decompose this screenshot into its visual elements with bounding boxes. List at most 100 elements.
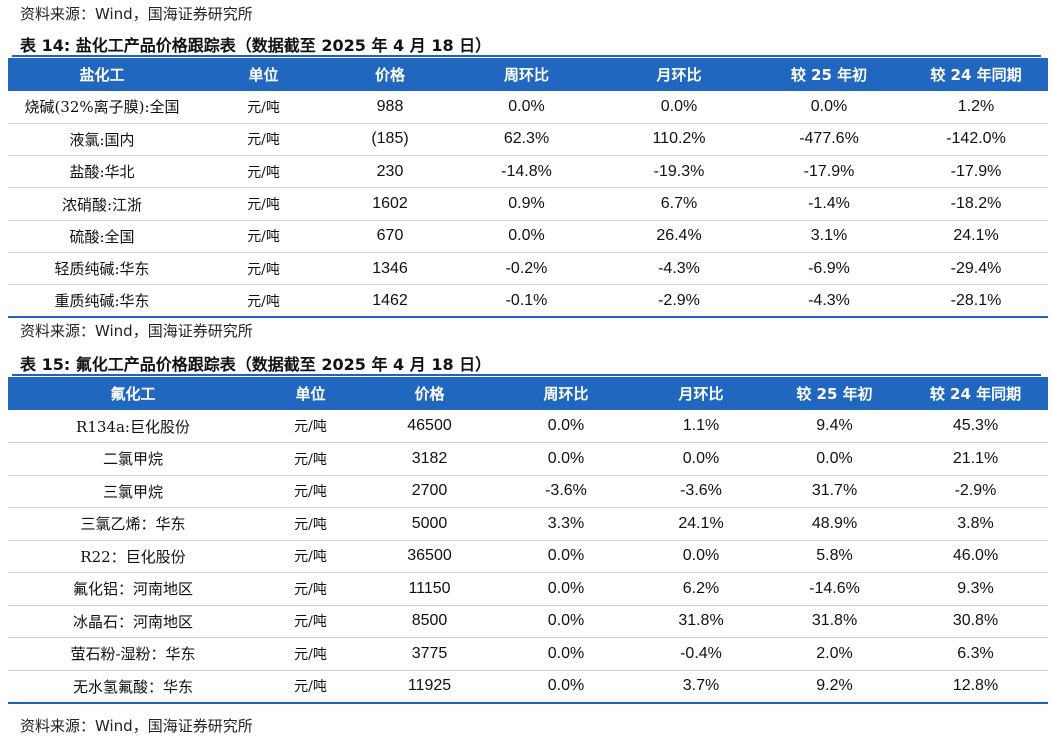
unit-cell: 元/吨 bbox=[258, 507, 363, 541]
value-cell: 1462 bbox=[331, 284, 449, 319]
value-cell: 0.0% bbox=[496, 605, 636, 638]
value-cell: 6.7% bbox=[604, 187, 754, 221]
value-cell: 0.0% bbox=[636, 540, 766, 573]
column-header: 较 25 年初 bbox=[796, 385, 873, 403]
value-cell: 3.3% bbox=[496, 507, 636, 541]
value-cell: 31.8% bbox=[636, 605, 766, 638]
value-cell: 3775 bbox=[363, 637, 496, 671]
table-row: 烧碱(32%离子膜):全国 元/吨 988 0.0% 0.0% 0.0% 1.2% bbox=[8, 91, 1048, 124]
table15-caption: 表 15: 氟化工产品价格跟踪表（数据截至 2025 年 4 月 18 日） bbox=[20, 355, 492, 374]
table-row: 氟化铝：河南地区 元/吨 11150 0.0% 6.2% -14.6% 9.3% bbox=[8, 572, 1048, 606]
product-name-cell: 氟化铝：河南地区 bbox=[8, 572, 258, 606]
unit-cell: 元/吨 bbox=[196, 123, 331, 157]
product-name-cell: 硫酸:全国 bbox=[8, 220, 196, 253]
product-name-cell: 液氯:国内 bbox=[8, 123, 196, 157]
unit-cell: 元/吨 bbox=[196, 252, 331, 286]
column-header: 单位 bbox=[248, 66, 279, 84]
unit-cell: 元/吨 bbox=[258, 410, 363, 443]
column-header: 月环比 bbox=[656, 66, 702, 84]
value-cell: 3.1% bbox=[754, 220, 904, 253]
value-cell: 11925 bbox=[363, 670, 496, 704]
table14-top-rule bbox=[12, 55, 1041, 57]
value-cell: 0.0% bbox=[449, 220, 604, 253]
fluorine-chemical-price-table: 氟化工 单位 价格 周环比 月环比 较 25 年初 较 24 年同期 R134a:巨化股份元… bbox=[8, 377, 1048, 704]
value-cell: 0.0% bbox=[496, 637, 636, 671]
value-cell: 48.9% bbox=[766, 507, 903, 541]
product-name-cell: 萤石粉-湿粉：华东 bbox=[8, 637, 258, 671]
product-name-cell: 冰晶石：河南地区 bbox=[8, 605, 258, 638]
table-row: 浓硝酸:江浙 元/吨 1602 0.9% 6.7% -1.4% -18.2% bbox=[8, 187, 1048, 221]
value-cell: 5000 bbox=[363, 507, 496, 541]
table-row: 盐酸:华北 元/吨 230 -14.8% -19.3% -17.9% -17.9% bbox=[8, 155, 1048, 189]
salt-chemical-price-table: 盐化工 单位 价格 周环比 月环比 较 25 年初 较 24 年同期 烧碱(32%离子膜):… bbox=[8, 58, 1048, 319]
product-name-cell: R22：巨化股份 bbox=[8, 540, 258, 573]
table-row: 轻质纯碱:华东 元/吨 1346 -0.2% -4.3% -6.9% -29.4% bbox=[8, 252, 1048, 286]
value-cell: 0.0% bbox=[496, 540, 636, 573]
value-cell: -14.6% bbox=[766, 572, 903, 606]
value-cell: 0.0% bbox=[754, 91, 904, 124]
value-cell: 5.8% bbox=[766, 540, 903, 573]
value-cell: -17.9% bbox=[904, 155, 1048, 189]
value-cell: 45.3% bbox=[903, 410, 1048, 443]
value-cell: 988 bbox=[331, 91, 449, 124]
value-cell: -18.2% bbox=[904, 187, 1048, 221]
value-cell: -0.2% bbox=[449, 252, 604, 286]
product-name-cell: 重质纯碱:华东 bbox=[8, 284, 196, 319]
value-cell: 12.8% bbox=[903, 670, 1048, 704]
value-cell: 21.1% bbox=[903, 442, 1048, 476]
value-cell: 36500 bbox=[363, 540, 496, 573]
value-cell: 0.0% bbox=[604, 91, 754, 124]
value-cell: 3.8% bbox=[903, 507, 1048, 541]
product-name-cell: 轻质纯碱:华东 bbox=[8, 252, 196, 286]
value-cell: 9.2% bbox=[766, 670, 903, 704]
value-cell: 0.0% bbox=[496, 442, 636, 476]
value-cell: -28.1% bbox=[904, 284, 1048, 319]
value-cell: -29.4% bbox=[904, 252, 1048, 286]
unit-cell: 元/吨 bbox=[258, 475, 363, 508]
unit-cell: 元/吨 bbox=[258, 637, 363, 671]
value-cell: 9.3% bbox=[903, 572, 1048, 606]
value-cell: -2.9% bbox=[903, 475, 1048, 508]
column-header: 较 24 年同期 bbox=[930, 66, 1022, 84]
value-cell: 1346 bbox=[331, 252, 449, 286]
value-cell: 30.8% bbox=[903, 605, 1048, 638]
table-row: 液氯:国内 元/吨 (185) 62.3% 110.2% -477.6% -142.0% bbox=[8, 123, 1048, 157]
product-name-cell: 无水氢氟酸：华东 bbox=[8, 670, 258, 704]
value-cell: 3.7% bbox=[636, 670, 766, 704]
table-row: 冰晶石：河南地区 元/吨 8500 0.0% 31.8% 31.8% 30.8% bbox=[8, 605, 1048, 638]
table-row: 三氯甲烷 元/吨 2700 -3.6% -3.6% 31.7% -2.9% bbox=[8, 475, 1048, 508]
value-cell: -0.4% bbox=[636, 637, 766, 671]
column-header: 盐化工 bbox=[79, 66, 125, 84]
product-name-cell: 盐酸:华北 bbox=[8, 155, 196, 189]
value-cell: -3.6% bbox=[496, 475, 636, 508]
unit-cell: 元/吨 bbox=[258, 540, 363, 573]
value-cell: 31.7% bbox=[766, 475, 903, 508]
unit-cell: 元/吨 bbox=[258, 670, 363, 704]
unit-cell: 元/吨 bbox=[258, 605, 363, 638]
column-header: 周环比 bbox=[543, 385, 589, 403]
value-cell: 24.1% bbox=[904, 220, 1048, 253]
value-cell: (185) bbox=[331, 123, 449, 157]
value-cell: 0.0% bbox=[449, 91, 604, 124]
value-cell: 670 bbox=[331, 220, 449, 253]
table-row: 硫酸:全国 元/吨 670 0.0% 26.4% 3.1% 24.1% bbox=[8, 220, 1048, 253]
table14-caption: 表 14: 盐化工产品价格跟踪表（数据截至 2025 年 4 月 18 日） bbox=[20, 36, 492, 55]
value-cell: 2.0% bbox=[766, 637, 903, 671]
value-cell: -4.3% bbox=[754, 284, 904, 319]
column-header: 氟化工 bbox=[110, 385, 156, 403]
unit-cell: 元/吨 bbox=[258, 442, 363, 476]
value-cell: 46500 bbox=[363, 410, 496, 443]
value-cell: 2700 bbox=[363, 475, 496, 508]
value-cell: 0.0% bbox=[496, 670, 636, 704]
value-cell: 230 bbox=[331, 155, 449, 189]
value-cell: 1.1% bbox=[636, 410, 766, 443]
column-header: 价格 bbox=[374, 66, 405, 84]
product-name-cell: 三氯甲烷 bbox=[8, 475, 258, 508]
table-row: R134a:巨化股份 元/吨 46500 0.0% 1.1% 9.4% 45.3% bbox=[8, 410, 1048, 443]
unit-cell: 元/吨 bbox=[196, 187, 331, 221]
value-cell: 0.0% bbox=[636, 442, 766, 476]
table-row: 二氯甲烷 元/吨 3182 0.0% 0.0% 0.0% 21.1% bbox=[8, 442, 1048, 476]
product-name-cell: 浓硝酸:江浙 bbox=[8, 187, 196, 221]
product-name-cell: 三氯乙烯：华东 bbox=[8, 507, 258, 541]
unit-cell: 元/吨 bbox=[196, 220, 331, 253]
